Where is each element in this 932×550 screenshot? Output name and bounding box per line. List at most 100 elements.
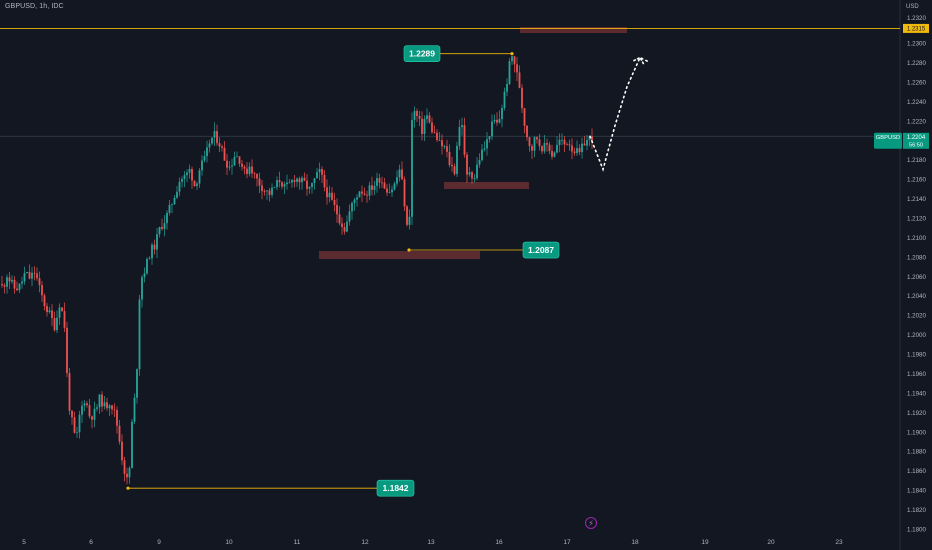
mid-low-price-label-text: 1.2087 — [528, 245, 554, 255]
candle-body — [461, 125, 463, 128]
candle-body — [6, 277, 8, 287]
candle-body — [76, 432, 78, 434]
candle-body — [78, 414, 81, 433]
price-tick-label: 1.2260 — [907, 79, 926, 86]
candle-body — [151, 244, 153, 259]
candle-body — [291, 180, 293, 183]
candle-body — [23, 273, 26, 282]
candle-body — [543, 143, 546, 152]
candle-body — [578, 148, 581, 153]
candle-body — [406, 206, 408, 225]
candle-body — [146, 258, 148, 274]
candle-body — [326, 187, 328, 198]
time-axis[interactable]: 5 6 9 10 11 12 13 16 17 18 19 20 23 — [22, 539, 843, 546]
candle-body — [558, 139, 561, 145]
price-tick-label: 1.1880 — [907, 449, 926, 456]
current-price-text: 1.2204 — [907, 135, 926, 141]
candle-body — [518, 72, 521, 88]
candle-body — [483, 148, 486, 150]
candle-body — [193, 180, 196, 187]
candle-body — [496, 119, 498, 123]
candle-body — [316, 172, 318, 179]
candle-body — [586, 139, 588, 146]
candle-body — [201, 160, 203, 171]
candle-body — [343, 227, 346, 232]
candle-body — [81, 405, 83, 415]
candle-body — [366, 194, 368, 196]
price-tick-label: 1.2000 — [907, 332, 926, 339]
candle-body — [191, 168, 193, 181]
resistance-zone — [520, 27, 627, 33]
candle-body — [323, 174, 326, 188]
candle-body — [281, 182, 283, 187]
candle-body — [93, 408, 96, 420]
candle-body — [403, 179, 406, 207]
candle-body — [216, 131, 218, 144]
candle-body — [456, 145, 458, 175]
candle-body — [571, 145, 573, 152]
candle-body — [541, 146, 543, 152]
candle-body — [548, 144, 551, 152]
candle-body — [71, 410, 73, 418]
candle-body — [58, 307, 61, 318]
candle-body — [441, 140, 443, 147]
candle-body — [273, 187, 276, 189]
support-resistance-zones — [319, 27, 627, 260]
candle-body — [73, 417, 76, 433]
price-tick-label: 1.2240 — [907, 99, 926, 106]
candle-body — [521, 87, 523, 109]
price-scale[interactable]: 1.23001.22801.22601.22401.22201.22001.21… — [874, 15, 929, 534]
candle-body — [358, 191, 361, 198]
candle-body — [218, 143, 221, 147]
candle-body — [121, 441, 123, 461]
candle-body — [373, 185, 376, 190]
currency-label[interactable]: USD — [906, 4, 919, 10]
candle-body — [353, 199, 356, 203]
candle-body — [583, 143, 586, 146]
candle-body — [408, 216, 411, 225]
candle-body — [156, 234, 158, 250]
price-tick-label: 1.2100 — [907, 235, 926, 242]
candle-body — [523, 108, 526, 126]
candle-body — [563, 139, 566, 145]
projection-path — [589, 56, 651, 172]
candle-body — [96, 407, 98, 409]
candle-body — [363, 193, 366, 195]
candle-body — [36, 273, 38, 279]
candle-body — [203, 156, 206, 161]
candle-body — [393, 183, 396, 190]
candle-body — [553, 152, 556, 157]
candle-body — [546, 143, 548, 145]
candle-body — [168, 204, 171, 213]
projection-arrowhead — [633, 56, 645, 66]
time-tick-label: 16 — [495, 539, 503, 546]
candle-body — [573, 151, 576, 154]
symbol-title[interactable]: GBPUSD, 1h, IDC — [5, 3, 64, 10]
candle-body — [491, 121, 493, 137]
candle-body — [233, 156, 236, 166]
candle-body — [126, 473, 128, 478]
candle-body — [186, 172, 188, 176]
price-tick-label: 1.2160 — [907, 177, 926, 184]
candle-body — [398, 169, 401, 178]
candle-body — [471, 172, 473, 179]
candle-body — [18, 283, 21, 291]
candle-body — [198, 170, 201, 184]
candle-body — [33, 272, 36, 274]
candle-body — [376, 178, 378, 186]
candle-body — [228, 166, 231, 168]
price-tick-label: 1.2300 — [907, 41, 926, 48]
candle-body — [138, 299, 141, 370]
candle-body — [61, 307, 63, 312]
candle-body — [568, 144, 571, 146]
low-price-label-text: 1.1842 — [383, 483, 409, 493]
candle-body — [28, 272, 31, 279]
time-tick-label: 10 — [225, 539, 233, 546]
candle-body — [148, 258, 151, 260]
candle-body — [116, 410, 118, 426]
candle-body — [208, 143, 211, 148]
candle-body — [318, 169, 321, 173]
lightning-icon[interactable]: ⚡ — [585, 517, 597, 529]
